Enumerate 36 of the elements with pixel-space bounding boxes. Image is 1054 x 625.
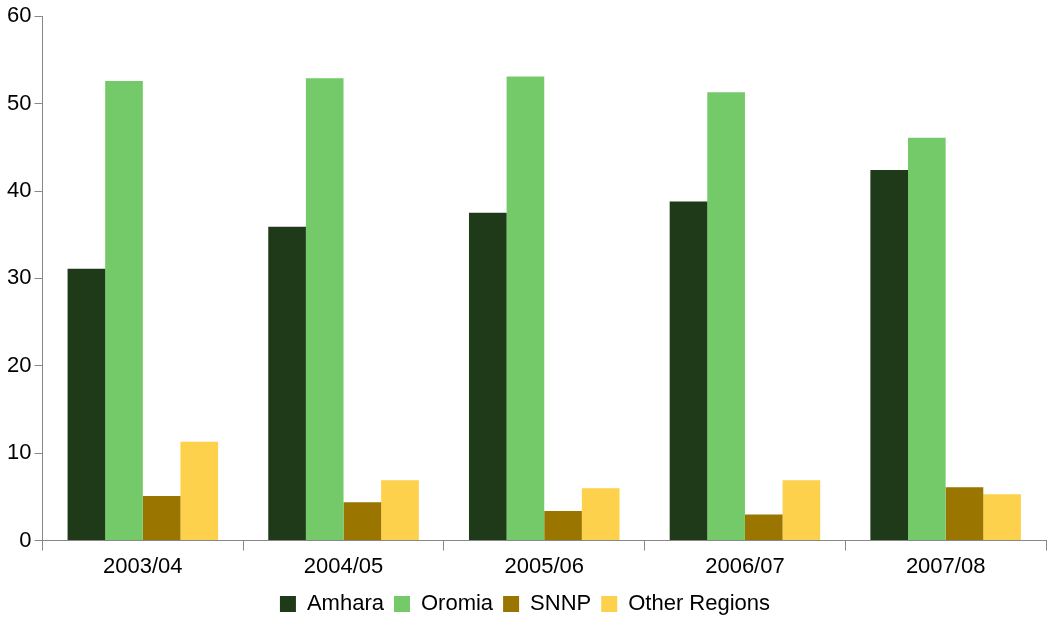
bar <box>669 201 708 541</box>
bar <box>105 80 143 541</box>
y-tick-label: 20 <box>6 351 32 377</box>
x-tick-label: 2003/04 <box>103 552 183 578</box>
legend-label: SNNP <box>530 590 592 616</box>
bar <box>180 441 219 541</box>
legend-label: Oromia <box>420 590 494 616</box>
bar <box>142 496 181 541</box>
bar <box>782 480 821 541</box>
legend-label: Amhara <box>306 590 385 616</box>
y-tick-label: 50 <box>6 89 32 115</box>
y-tick-label: 40 <box>6 177 32 203</box>
x-tick-label: 2007/08 <box>905 552 986 578</box>
bar <box>268 226 306 541</box>
bar <box>744 514 783 541</box>
y-tick-label: 60 <box>6 2 32 28</box>
bar <box>983 494 1021 541</box>
bar <box>67 268 106 541</box>
bar <box>506 76 545 541</box>
x-tick-label: 2006/07 <box>705 552 785 578</box>
y-tick-label: 10 <box>6 439 32 465</box>
bar <box>544 510 582 541</box>
y-tick-label: 0 <box>19 526 32 552</box>
bar <box>870 170 909 541</box>
legend-label: Other Regions <box>628 590 771 616</box>
bar <box>343 502 382 541</box>
bar <box>581 488 620 541</box>
bar <box>305 78 344 541</box>
bar <box>381 480 419 541</box>
bar <box>468 212 507 541</box>
x-tick-label: 2005/06 <box>504 552 584 578</box>
x-tick-label: 2004/05 <box>303 552 384 578</box>
bar <box>908 137 946 541</box>
bar <box>707 92 745 541</box>
bar <box>945 487 984 541</box>
y-tick-label: 30 <box>6 264 32 290</box>
